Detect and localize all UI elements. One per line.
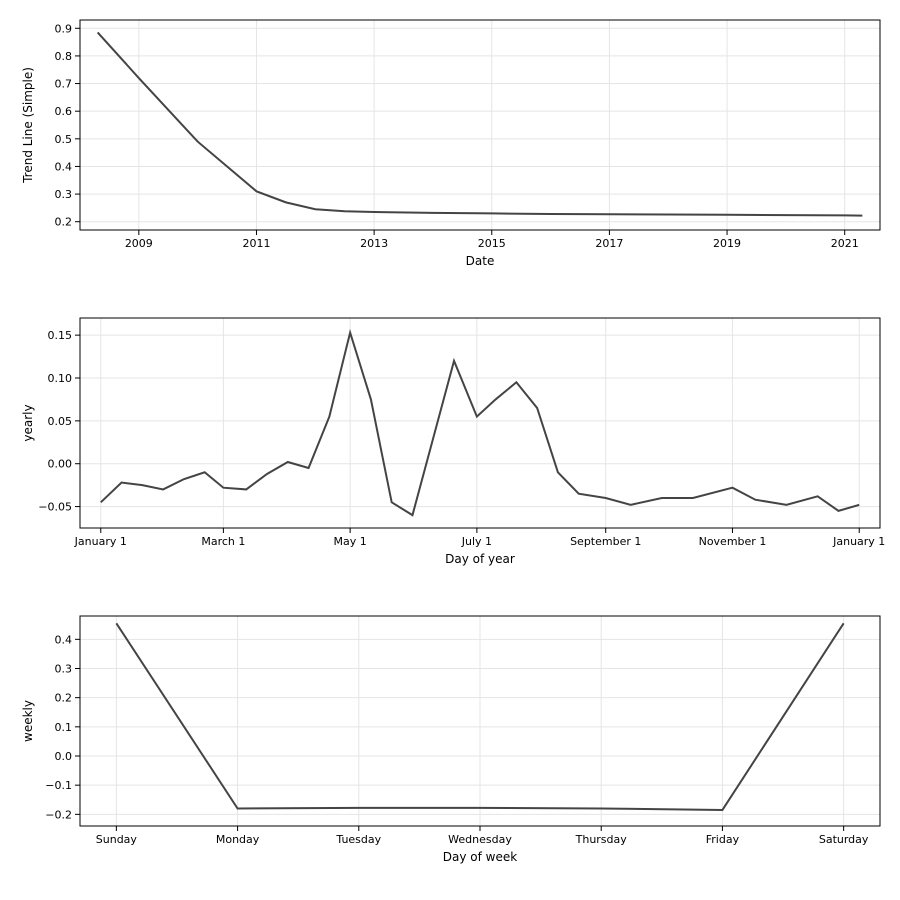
- chart-svg: 2009 2011 2013 2015 2017 2019 2021 0.2 0.3 0.4 0.5…: [0, 0, 900, 900]
- y-tick-label: 0.00: [48, 458, 73, 471]
- x-tick-label: September 1: [570, 535, 641, 548]
- y-tick-label: −0.1: [45, 779, 72, 792]
- y-tick-label: 0.3: [55, 663, 73, 676]
- x-tick-label: Sunday: [96, 833, 138, 846]
- y-tick-label: 0.4: [55, 160, 73, 173]
- plot-border: [80, 318, 880, 528]
- x-axis-label: Day of year: [445, 552, 515, 566]
- panel-trend: 2009 2011 2013 2015 2017 2019 2021 0.2 0.3 0.4 0.5…: [21, 20, 880, 268]
- x-tick-label: Wednesday: [448, 833, 512, 846]
- x-axis-label: Day of week: [443, 850, 517, 864]
- panel-weekly: Sunday Monday Tuesday Wednesday Thursday Frid…: [21, 616, 880, 864]
- x-tick-label: Tuesday: [335, 833, 381, 846]
- x-tick-label: Saturday: [819, 833, 869, 846]
- y-tick-label: 0.3: [55, 188, 73, 201]
- y-tick-label: 0.1: [55, 721, 73, 734]
- x-tick-label: May 1: [334, 535, 367, 548]
- x-tick-label: 2021: [831, 237, 859, 250]
- y-tick-label: −0.05: [38, 501, 72, 514]
- y-tick-label: −0.2: [45, 808, 72, 821]
- y-axis-label: Trend Line (Simple): [21, 67, 35, 184]
- data-line: [98, 32, 863, 215]
- x-tick-label: 2009: [125, 237, 153, 250]
- x-tick-label: March 1: [201, 535, 245, 548]
- x-tick-label: January 1: [832, 535, 885, 548]
- plot-border: [80, 20, 880, 230]
- y-tick-label: 0.05: [48, 415, 73, 428]
- y-tick-label: 0.5: [55, 133, 73, 146]
- y-tick-label: 0.6: [55, 105, 73, 118]
- y-tick-label: 0.15: [48, 329, 73, 342]
- panel-yearly: January 1 March 1 May 1 July 1 September 1 No…: [21, 318, 885, 566]
- x-tick-label: January 1: [74, 535, 127, 548]
- y-tick-label: 0.8: [55, 50, 73, 63]
- y-tick-label: 0.4: [55, 633, 73, 646]
- y-axis-label: yearly: [21, 404, 35, 441]
- x-tick-label: Thursday: [575, 833, 628, 846]
- x-tick-label: 2015: [478, 237, 506, 250]
- x-axis-label: Date: [466, 254, 495, 268]
- x-tick-label: Monday: [216, 833, 260, 846]
- y-axis-label: weekly: [21, 700, 35, 742]
- x-tick-label: 2017: [595, 237, 623, 250]
- y-tick-label: 0.0: [55, 750, 73, 763]
- x-tick-label: 2011: [242, 237, 270, 250]
- y-tick-label: 0.2: [55, 216, 73, 229]
- data-line: [101, 333, 859, 516]
- chart-figure: 2009 2011 2013 2015 2017 2019 2021 0.2 0.3 0.4 0.5…: [0, 0, 900, 900]
- y-tick-label: 0.10: [48, 372, 73, 385]
- x-tick-label: July 1: [461, 535, 492, 548]
- x-tick-label: 2013: [360, 237, 388, 250]
- y-tick-label: 0.9: [55, 22, 73, 35]
- x-tick-label: 2019: [713, 237, 741, 250]
- y-tick-label: 0.7: [55, 78, 73, 91]
- x-tick-label: November 1: [699, 535, 767, 548]
- x-tick-label: Friday: [706, 833, 740, 846]
- y-tick-label: 0.2: [55, 692, 73, 705]
